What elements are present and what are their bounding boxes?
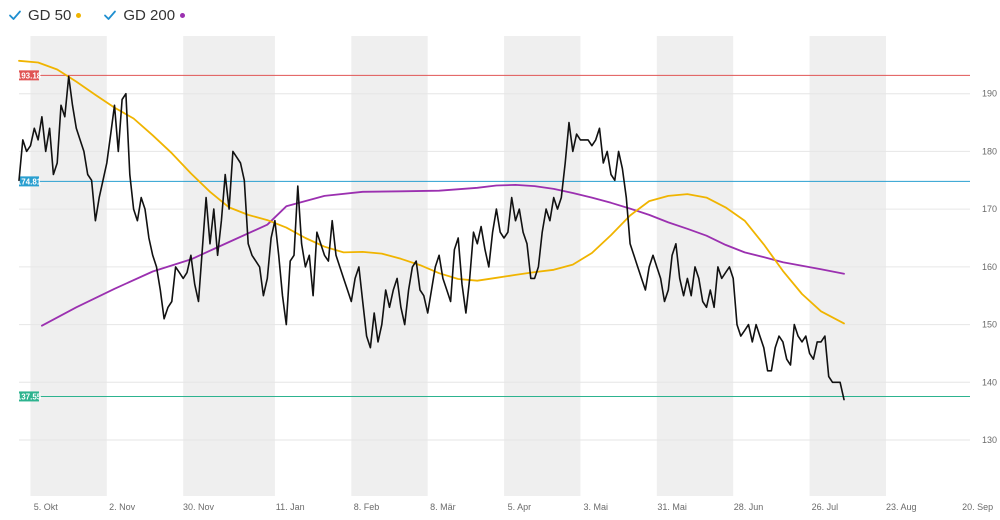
x-axis: 5. Okt 2. Nov 30. Nov 11. Jan 8. Feb 8. Mär 5.… [34, 502, 993, 512]
y-tick-label: 180 [982, 146, 997, 156]
reference-label: 137.55 [17, 392, 42, 401]
legend: GD 50 GD 200 [8, 4, 186, 26]
x-tick-label: 8. Feb [354, 502, 380, 512]
checkmark-icon [104, 10, 117, 20]
month-band [656, 36, 734, 496]
reference-label: 193.18 [17, 71, 42, 80]
reference-label-box [19, 70, 39, 81]
month-band [183, 36, 275, 496]
reference-label-box [19, 391, 39, 402]
y-tick-label: 160 [982, 262, 997, 272]
legend-item-gd200[interactable]: GD 200 [103, 6, 186, 24]
month-band [351, 36, 428, 496]
y-tick-label: 150 [982, 320, 997, 330]
x-tick-label: 2. Nov [109, 502, 136, 512]
y-tick-label: 130 [982, 435, 997, 445]
x-tick-label: 20. Sep [962, 502, 993, 512]
series-line-gd200 [41, 183, 845, 327]
reference-label-box [19, 176, 39, 187]
x-tick-label: 28. Jun [734, 502, 764, 512]
legend-dot-gd50 [76, 12, 82, 18]
series-line-gd50 [18, 59, 845, 325]
x-tick-label: 31. Mai [657, 502, 687, 512]
legend-label-gd50: GD 50 [28, 6, 72, 24]
grid [19, 93, 970, 441]
y-tick-label: 190 [982, 89, 997, 99]
y-tick-label: 170 [982, 204, 997, 214]
legend-item-gd50[interactable]: GD 50 [8, 6, 82, 24]
x-tick-label: 3. Mai [583, 502, 608, 512]
reference-label: 174.81 [17, 177, 42, 186]
x-tick-label: 30. Nov [183, 502, 215, 512]
x-tick-label: 5. Okt [34, 502, 59, 512]
series-line-price [18, 75, 845, 401]
x-tick-label: 26. Jul [812, 502, 839, 512]
month-band [809, 36, 886, 496]
checkmark-icon [9, 10, 21, 20]
x-tick-label: 8. Mär [430, 502, 456, 512]
reference-lines: 193.18 174.81 137.55 [17, 70, 970, 402]
y-tick-label: 140 [982, 377, 997, 387]
bands [30, 36, 886, 496]
legend-label-gd200: GD 200 [123, 6, 176, 24]
legend-dot-gd200 [180, 12, 186, 18]
series-group [18, 59, 845, 401]
x-tick-label: 23. Aug [886, 502, 917, 512]
month-band [30, 36, 107, 496]
x-tick-label: 5. Apr [508, 502, 532, 512]
y-axis: 130 140 150 160 170 180 190 [982, 89, 997, 445]
x-tick-label: 11. Jan [276, 502, 305, 512]
